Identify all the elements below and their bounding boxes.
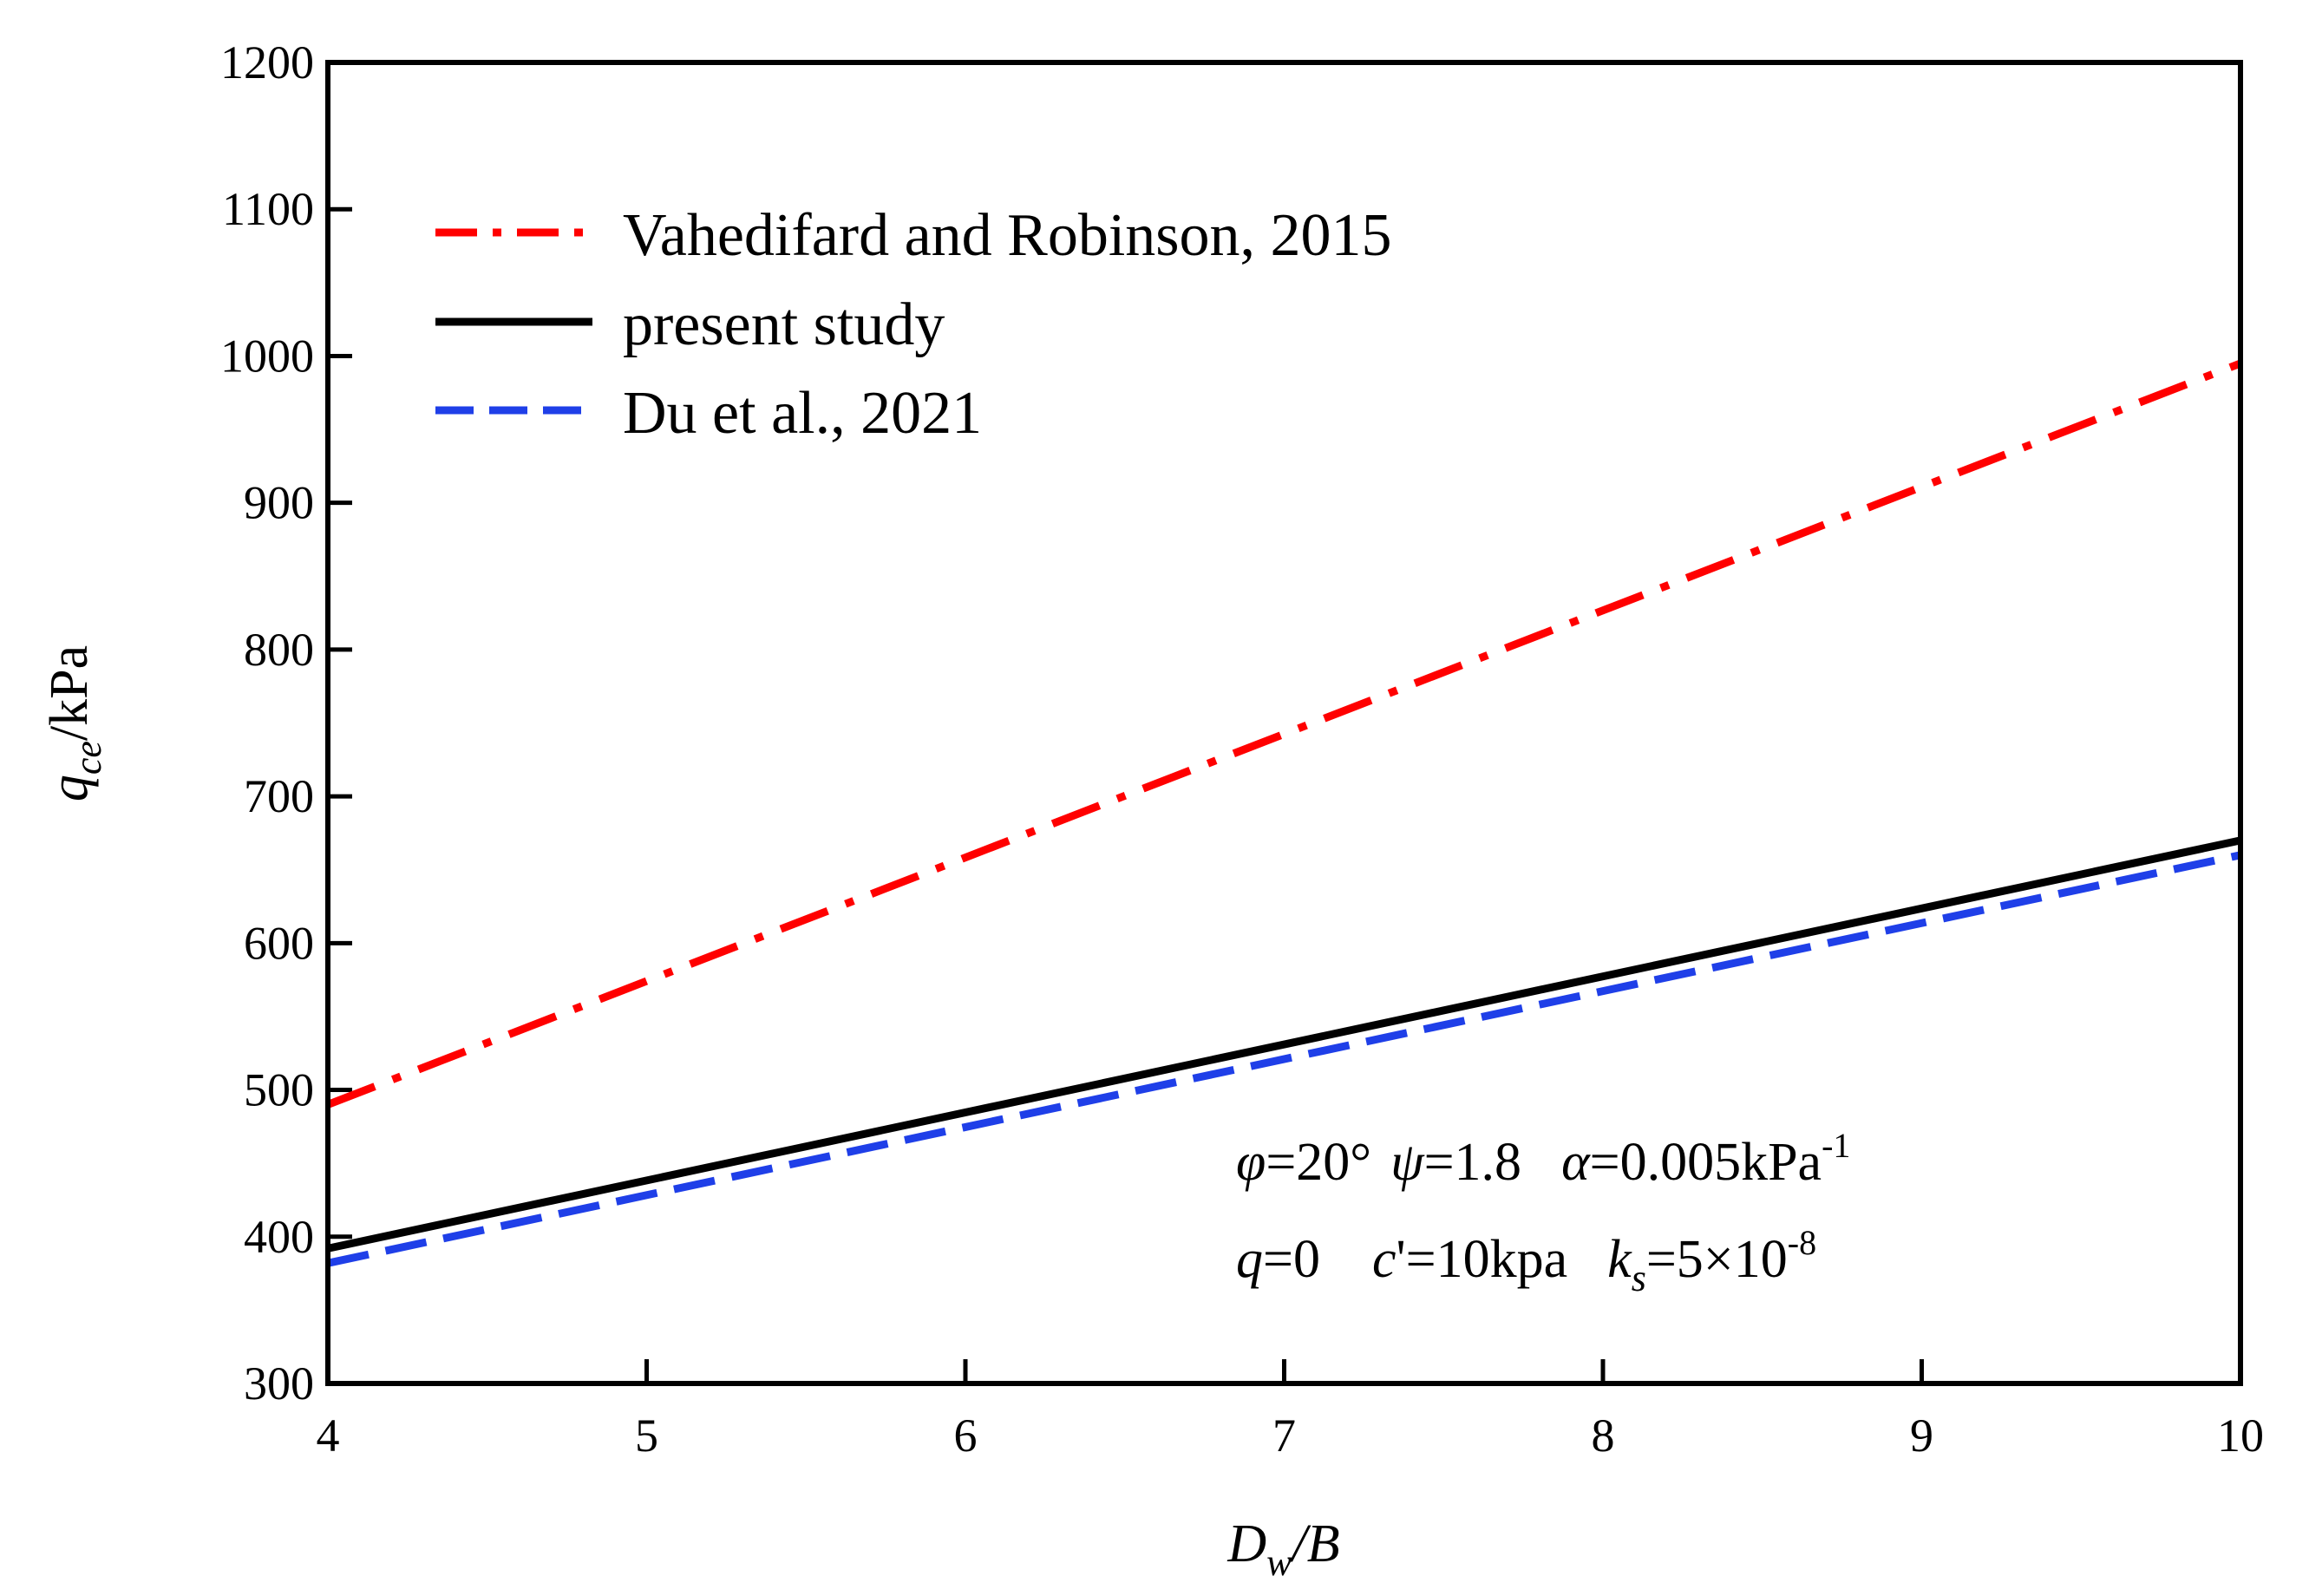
legend-label-du: Du et al., 2021 — [623, 380, 982, 447]
y-tick-label-600: 600 — [244, 917, 314, 969]
legend-label-present-study: present study — [623, 291, 945, 358]
x-tick-label-10: 10 — [2217, 1410, 2264, 1462]
x-tick-label-6: 6 — [954, 1410, 978, 1462]
x-tick-label-5: 5 — [635, 1410, 658, 1462]
series-line-du — [327, 851, 2241, 1267]
legend: Vahedifard and Robinson, 2015 present st… — [435, 202, 1392, 447]
plot-frame — [325, 60, 2243, 1386]
x-axis-label: Dw/B — [1226, 1514, 1339, 1584]
series-group — [326, 359, 2242, 1267]
y-tick-label-700: 700 — [244, 770, 314, 822]
y-tick-label-1100: 1100 — [222, 183, 314, 235]
tick-labels: 4 5 6 7 8 9 10 300 400 500 600 700 800 900 1000 1100 120… — [220, 36, 2264, 1462]
parameter-annotation-line-1: φ=20° ψ=1.8 α=0.005kPa-1 — [1236, 1126, 1850, 1192]
y-tick-label-1000: 1000 — [220, 330, 314, 382]
x-tick-label-9: 9 — [1910, 1410, 1933, 1462]
series-line-vahedifard — [326, 359, 2242, 1109]
y-tick-label-1200: 1200 — [220, 36, 314, 88]
y-tick-label-800: 800 — [244, 624, 314, 676]
y-tick-label-500: 500 — [244, 1064, 314, 1116]
y-tick-label-400: 400 — [244, 1211, 314, 1263]
y-tick-label-900: 900 — [244, 477, 314, 529]
x-tick-label-8: 8 — [1592, 1410, 1615, 1462]
y-tick-label-300: 300 — [244, 1357, 314, 1410]
parameter-annotation-line-2: q=0 c'=10kpa ks=5×10-8 — [1236, 1223, 1816, 1299]
x-tick-label-7: 7 — [1272, 1410, 1296, 1462]
x-tick-label-4: 4 — [317, 1410, 340, 1462]
series-line-present-study — [327, 836, 2241, 1253]
legend-label-vahedifard: Vahedifard and Robinson, 2015 — [623, 202, 1392, 269]
y-axis-label: qce/kPa — [40, 645, 109, 801]
